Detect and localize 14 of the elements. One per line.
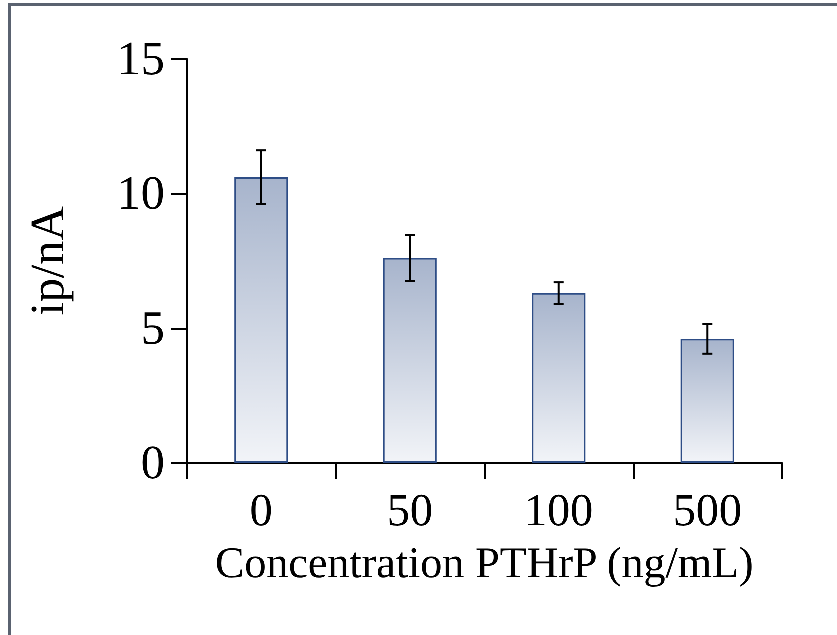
y-tick-label: 10 xyxy=(117,167,165,220)
bar xyxy=(234,178,288,463)
x-axis-title: Concentration PTHrP (ng/mL) xyxy=(215,538,754,588)
y-axis-title: ip/nA xyxy=(22,206,74,316)
x-tick-label: 500 xyxy=(673,484,742,536)
bar xyxy=(383,258,437,463)
x-tick-label: 100 xyxy=(524,484,594,536)
x-tick-label: 50 xyxy=(387,484,434,536)
x-tick-label: 0 xyxy=(250,484,273,536)
y-tick-label: 15 xyxy=(117,32,165,86)
bar xyxy=(532,293,586,463)
bar xyxy=(680,339,734,463)
y-tick-label: 0 xyxy=(141,436,165,490)
y-tick-label: 5 xyxy=(141,302,165,355)
